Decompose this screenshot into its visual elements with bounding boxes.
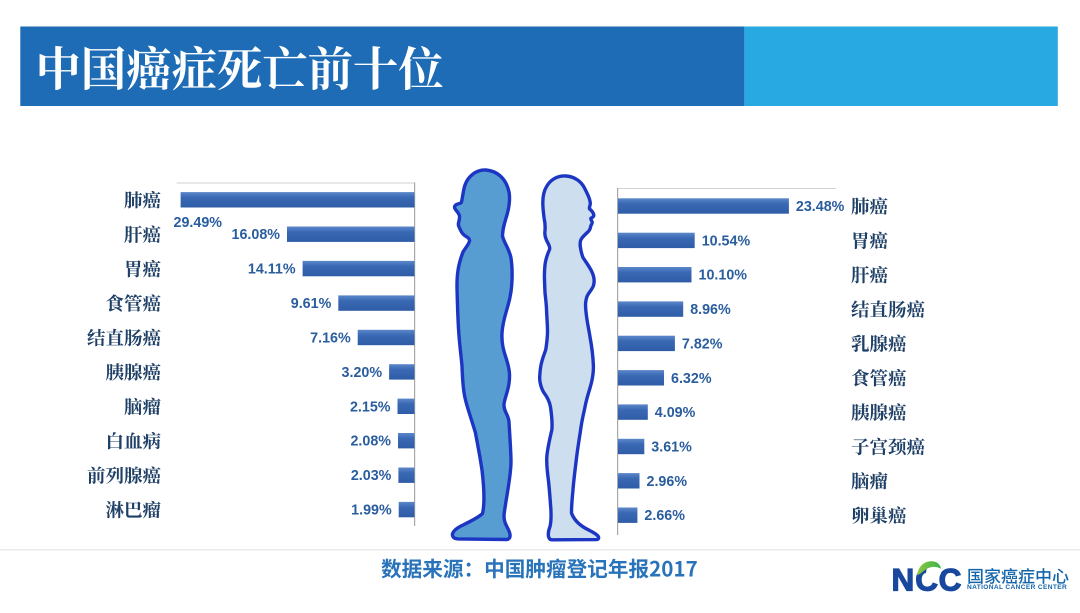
svg-text:N: N [892,561,915,597]
svg-text:7.82%: 7.82% [682,336,723,352]
svg-text:14.11%: 14.11% [248,262,296,278]
svg-text:2.03%: 2.03% [351,468,392,484]
svg-text:C: C [939,561,962,597]
svg-text:10.10%: 10.10% [699,268,748,284]
svg-text:2.66%: 2.66% [644,508,685,524]
svg-text:16.08%: 16.08% [232,227,281,243]
svg-text:NATIONAL CANCER CENTER: NATIONAL CANCER CENTER [967,584,1067,591]
svg-text:7.16%: 7.16% [310,331,351,347]
svg-text:29.49%: 29.49% [174,215,223,231]
svg-text:2.96%: 2.96% [647,474,688,490]
svg-text:4.09%: 4.09% [655,405,696,421]
svg-text:3.20%: 3.20% [342,365,383,381]
svg-text:6.32%: 6.32% [671,371,712,387]
svg-text:8.96%: 8.96% [690,302,731,318]
svg-text:2.08%: 2.08% [350,434,391,450]
svg-text:2.15%: 2.15% [350,399,391,415]
svg-text:1.99%: 1.99% [351,503,392,519]
svg-text:10.54%: 10.54% [702,233,751,249]
svg-text:23.48%: 23.48% [796,199,845,215]
svg-text:3.61%: 3.61% [651,440,692,456]
svg-text:9.61%: 9.61% [291,296,332,312]
